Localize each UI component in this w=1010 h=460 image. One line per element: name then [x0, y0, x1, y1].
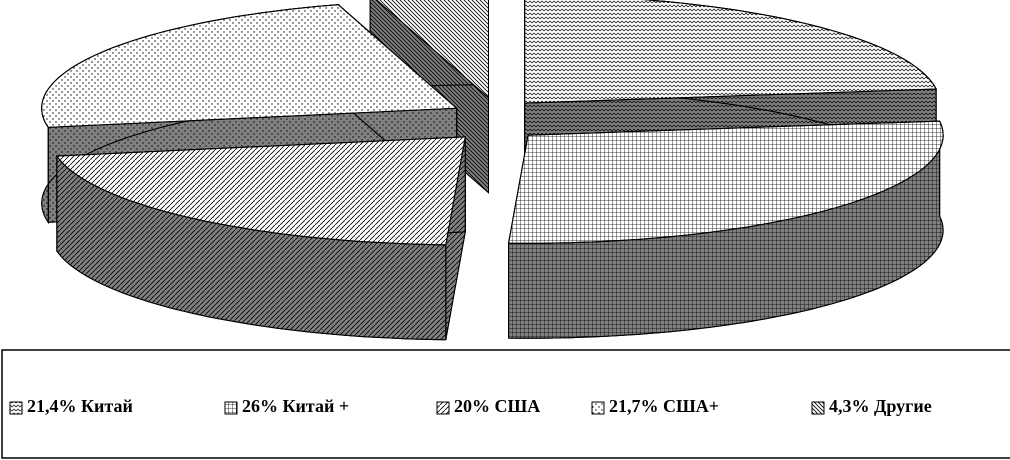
slice: [375, 0, 489, 99]
legend-category: Другие: [874, 396, 932, 416]
legend-swatch: [436, 401, 450, 415]
legend-swatch: [9, 401, 23, 415]
legend-label: 21,7% США+: [609, 396, 719, 416]
legend-category: Китай: [81, 396, 133, 416]
legend-value: 26%: [242, 396, 278, 416]
legend-category: Китай +: [283, 396, 350, 416]
legend-value: 21,7%: [609, 396, 659, 416]
legend-value: 4,3%: [829, 396, 870, 416]
slice: [508, 120, 944, 244]
legend-category: США+: [663, 396, 719, 416]
legend-label: 21,4% Китай: [27, 396, 133, 416]
slice: [524, 0, 937, 104]
legend-value: 20%: [454, 396, 490, 416]
legend-swatch: [591, 401, 605, 415]
legend: 21,4% Китай 26% Китай + 20% США 21,7% США+ 4…: [9, 396, 932, 416]
legend-label: 4,3% Другие: [829, 396, 932, 416]
legend-value: 21,4%: [27, 396, 77, 416]
legend-box: [1, 349, 1010, 459]
legend-swatch: [224, 401, 238, 415]
legend-label: 20% США: [454, 396, 540, 416]
legend-category: США: [495, 396, 541, 416]
legend-swatch: [811, 401, 825, 415]
pie: [41, 0, 944, 341]
slice: [55, 136, 466, 246]
slice: [41, 4, 458, 128]
legend-label: 26% Китай +: [242, 396, 349, 416]
